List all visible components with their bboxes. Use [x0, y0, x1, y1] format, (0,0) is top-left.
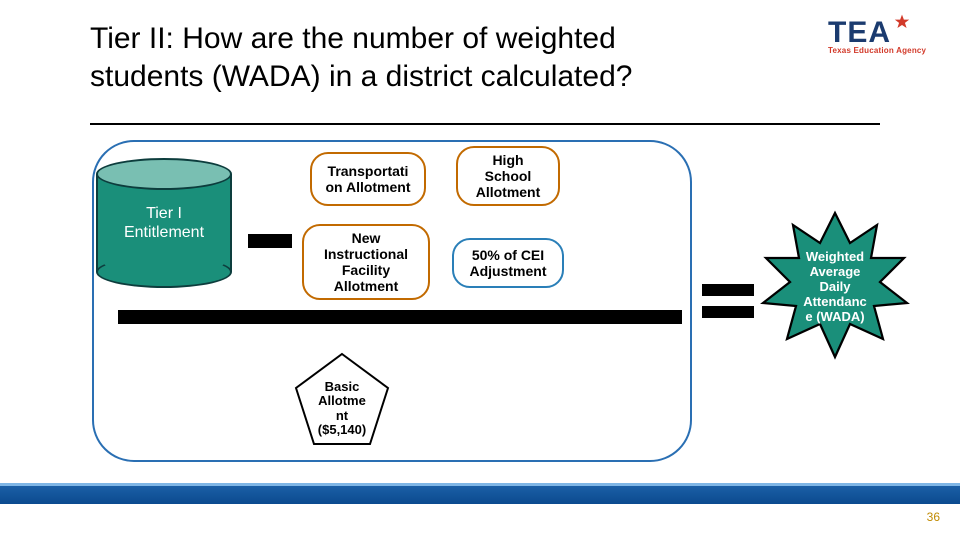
- wada-result-star: WeightedAverageDailyAttendance (WADA): [760, 210, 910, 360]
- wada-result-label: WeightedAverageDailyAttendance (WADA): [774, 250, 896, 325]
- tier1-entitlement-cylinder: Tier IEntitlement: [96, 158, 232, 288]
- transportation-allotment-pill: Transportation Allotment: [310, 152, 426, 206]
- basic-allotment-pentagon: BasicAllotment($5,140): [292, 350, 392, 450]
- footer-bar: [0, 486, 960, 504]
- slide: { "title": "Tier II: How are the number …: [0, 0, 960, 540]
- star-icon: [894, 14, 910, 35]
- minus-operator: [248, 234, 292, 248]
- slide-title: Tier II: How are the number of weighted …: [90, 20, 650, 95]
- logo-subtitle: Texas Education Agency: [828, 46, 938, 55]
- logo-text: TEA: [828, 18, 891, 48]
- high-school-allotment-pill: HighSchoolAllotment: [456, 146, 560, 206]
- basic-allotment-label: BasicAllotment($5,140): [292, 380, 392, 437]
- title-underline: [90, 123, 880, 125]
- equals-operator: [702, 284, 754, 318]
- page-number: 36: [927, 510, 940, 524]
- cei-adjustment-pill: 50% of CEIAdjustment: [452, 238, 564, 288]
- tier1-entitlement-label: Tier IEntitlement: [96, 204, 232, 242]
- new-instructional-facility-pill: NewInstructionalFacilityAllotment: [302, 224, 430, 300]
- tea-logo: TEA Texas Education Agency: [828, 18, 938, 55]
- division-line: [118, 310, 682, 324]
